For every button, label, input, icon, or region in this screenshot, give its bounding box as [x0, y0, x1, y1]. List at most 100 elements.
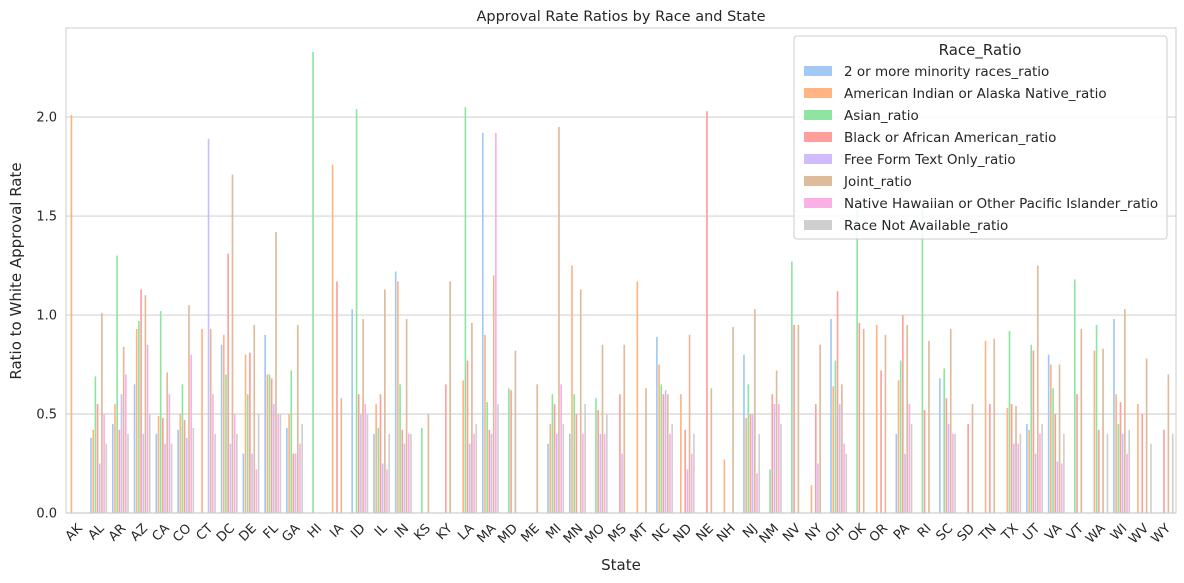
- bar: [606, 414, 608, 513]
- bar: [1056, 461, 1059, 513]
- bar: [185, 437, 188, 513]
- bar: [656, 336, 658, 513]
- bar: [921, 206, 924, 513]
- bar: [666, 394, 669, 513]
- bar: [468, 443, 471, 513]
- bar: [693, 433, 695, 513]
- bar: [148, 414, 151, 513]
- bar: [331, 164, 334, 513]
- bar: [791, 261, 793, 513]
- plot-frame: [65, 27, 1177, 514]
- bar: [242, 453, 245, 513]
- bar: [621, 453, 623, 513]
- bar: [207, 138, 210, 514]
- bar: [209, 328, 212, 513]
- bar: [571, 265, 573, 513]
- bar: [595, 398, 597, 513]
- bar: [401, 429, 404, 513]
- bar: [843, 443, 845, 513]
- bar: [397, 281, 399, 513]
- bar: [497, 404, 499, 513]
- bar: [170, 443, 173, 513]
- bar: [357, 394, 360, 513]
- bar: [1128, 429, 1131, 513]
- bar: [619, 394, 621, 513]
- bar: [943, 368, 946, 513]
- bar: [862, 328, 865, 513]
- bar: [140, 289, 142, 513]
- bar: [754, 309, 756, 513]
- bar: [1093, 350, 1096, 513]
- bar: [90, 437, 92, 513]
- bar: [475, 423, 478, 513]
- bar: [908, 404, 911, 513]
- bar: [146, 344, 149, 513]
- bar: [706, 111, 708, 513]
- bar: [880, 370, 882, 513]
- legend-label: Asian_ratio: [844, 108, 919, 124]
- bar: [1073, 279, 1076, 513]
- bar: [510, 390, 512, 513]
- bar: [481, 132, 484, 514]
- bar: [1006, 408, 1009, 513]
- bar: [745, 417, 747, 513]
- bar: [312, 51, 314, 513]
- legend-label: Free Form Text Only_ratio: [844, 152, 1016, 168]
- bar: [984, 340, 987, 513]
- bar: [257, 414, 260, 513]
- bar: [1019, 433, 1022, 513]
- bar: [582, 433, 584, 513]
- bar: [884, 334, 887, 513]
- bar: [164, 443, 166, 513]
- bar: [449, 281, 451, 513]
- bar: [183, 419, 186, 513]
- bar: [275, 231, 277, 513]
- bar: [1010, 404, 1013, 513]
- bar: [166, 372, 169, 513]
- bar: [386, 469, 388, 513]
- bar: [971, 404, 974, 513]
- bar: [856, 210, 858, 513]
- bar: [749, 414, 752, 513]
- bar: [645, 388, 647, 513]
- bar: [830, 319, 832, 513]
- bar: [364, 404, 367, 513]
- bar: [116, 255, 118, 513]
- bar: [486, 402, 488, 513]
- bar: [105, 443, 108, 513]
- bar: [277, 414, 280, 513]
- bar: [1163, 429, 1165, 513]
- bar: [1034, 453, 1037, 513]
- bar: [623, 344, 626, 513]
- bar: [814, 404, 817, 513]
- bar: [819, 344, 821, 513]
- legend-swatch: [804, 88, 832, 98]
- y-tick-label: 2.0: [36, 111, 57, 126]
- bar: [902, 315, 904, 513]
- bar: [945, 398, 948, 513]
- bar: [388, 433, 391, 513]
- bar: [1047, 354, 1050, 513]
- bar: [547, 443, 549, 513]
- bar: [1115, 394, 1117, 513]
- legend-title: Race_Ratio: [939, 41, 1022, 60]
- bar: [569, 433, 571, 513]
- bar: [597, 410, 599, 513]
- bar: [1026, 423, 1028, 513]
- bar: [636, 281, 639, 513]
- bar: [660, 384, 663, 513]
- bar: [264, 334, 266, 513]
- bar: [495, 132, 497, 514]
- bar: [181, 384, 184, 513]
- bar: [1126, 453, 1128, 513]
- bar: [1117, 423, 1120, 513]
- bar: [723, 459, 726, 513]
- bar: [1050, 364, 1052, 513]
- bar: [664, 390, 667, 513]
- bar: [551, 394, 554, 513]
- bar: [246, 394, 249, 513]
- bar: [377, 427, 380, 513]
- legend-box: [793, 35, 1168, 240]
- bar: [98, 463, 101, 513]
